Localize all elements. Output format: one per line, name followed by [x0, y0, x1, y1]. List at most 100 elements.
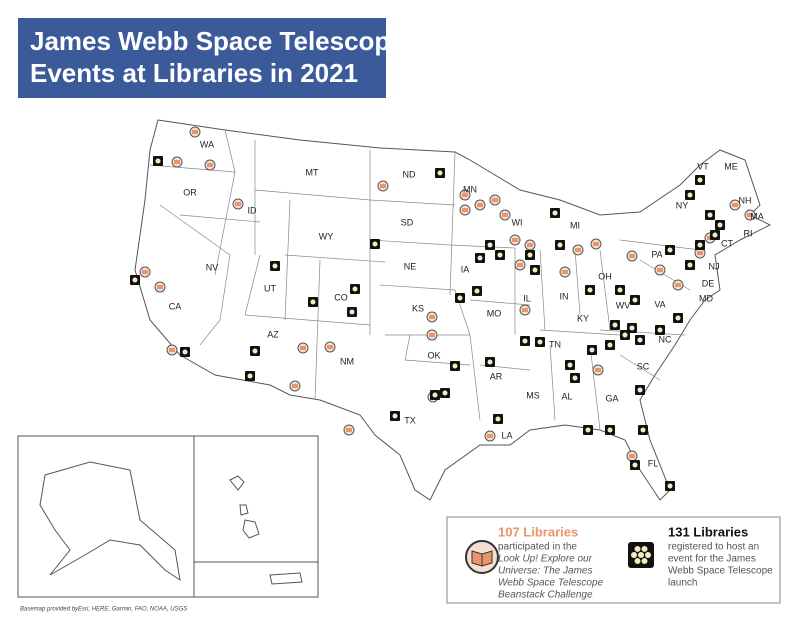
- library-event-marker: [437, 170, 443, 176]
- state-label: MS: [526, 390, 540, 400]
- library-challenge-marker: [207, 163, 213, 167]
- state-label: NM: [340, 356, 354, 366]
- library-challenge-marker: [192, 130, 198, 134]
- library-event-marker: [687, 262, 693, 268]
- legend-line: Beanstack Challenge: [498, 590, 593, 601]
- library-event-marker: [632, 297, 638, 303]
- library-challenge-marker: [595, 368, 601, 372]
- library-event-marker: [497, 252, 503, 258]
- state-label: WY: [319, 231, 334, 241]
- state-label: FL: [648, 458, 659, 468]
- library-event-marker: [557, 242, 563, 248]
- library-event-marker: [617, 287, 623, 293]
- library-challenge-marker: [300, 346, 306, 350]
- state-label: VA: [654, 299, 665, 309]
- state-label: OK: [427, 350, 440, 360]
- library-event-marker: [252, 348, 258, 354]
- library-event-marker: [707, 212, 713, 218]
- library-event-marker: [629, 325, 635, 331]
- state-labels: WA OR CA NV ID MT WY UT AZ NM CO ND SD NE KS OK TX MN IA MO…: [112, 139, 764, 593]
- library-event-marker: [442, 390, 448, 396]
- state-label: RI: [744, 228, 753, 238]
- library-challenge-marker: [502, 213, 508, 217]
- legend-box: [446, 516, 781, 604]
- library-event-marker: [612, 322, 618, 328]
- us-outline: [134, 119, 772, 501]
- state-label: KY: [577, 313, 589, 323]
- library-event-marker: [697, 177, 703, 183]
- state-label: ND: [403, 169, 416, 179]
- library-event-marker: [632, 462, 638, 468]
- library-event-marker: [697, 242, 703, 248]
- library-event-marker: [640, 427, 646, 433]
- library-event-marker: [349, 309, 355, 315]
- library-challenge-marker: [629, 454, 635, 458]
- library-event-marker: [589, 347, 595, 353]
- state-label: TX: [404, 415, 416, 425]
- library-challenge-marker: [142, 270, 148, 274]
- library-challenge-marker: [562, 270, 568, 274]
- library-event-marker: [585, 427, 591, 433]
- state-label: NV: [206, 262, 219, 272]
- library-event-marker: [522, 338, 528, 344]
- library-challenge-marker: [527, 243, 533, 247]
- state-label: WA: [200, 139, 214, 149]
- library-challenge-marker: [429, 333, 435, 337]
- library-challenge-marker: [462, 208, 468, 212]
- library-event-marker: [537, 339, 543, 345]
- library-event-marker: [155, 158, 161, 164]
- library-event-marker: [607, 427, 613, 433]
- state-label: PA: [651, 249, 662, 259]
- library-event-marker: [622, 332, 628, 338]
- library-event-marker: [675, 315, 681, 321]
- library-challenge-marker: [429, 315, 435, 319]
- library-event-marker: [587, 287, 593, 293]
- telescope-icon-dot: [638, 552, 644, 558]
- library-challenge-marker: [477, 203, 483, 207]
- library-challenge-marker: [629, 254, 635, 258]
- state-label: CA: [169, 301, 182, 311]
- library-event-marker: [637, 337, 643, 343]
- telescope-icon-dot: [634, 545, 641, 552]
- legend-title: 131 Libraries: [668, 524, 748, 539]
- library-event-marker: [474, 288, 480, 294]
- puerto-rico-shape: [269, 572, 303, 585]
- state-label: CO: [334, 292, 348, 302]
- library-event-marker: [132, 277, 138, 283]
- library-event-marker: [182, 349, 188, 355]
- state-label: WI: [512, 217, 523, 227]
- state-label: SD: [401, 217, 414, 227]
- library-challenge-marker: [380, 184, 386, 188]
- library-event-marker: [372, 241, 378, 247]
- state-label: SC: [637, 361, 650, 371]
- library-event-marker: [487, 359, 493, 365]
- library-challenge-marker: [327, 345, 333, 349]
- library-event-marker: [667, 483, 673, 489]
- state-label: MT: [306, 167, 319, 177]
- legend-line: event for the James: [668, 554, 756, 565]
- title-box: [18, 18, 386, 98]
- library-challenge-marker: [593, 242, 599, 246]
- state-label: AL: [561, 391, 572, 401]
- state-label: MI: [570, 220, 580, 230]
- library-event-marker: [495, 416, 501, 422]
- library-event-marker: [392, 413, 398, 419]
- state-label: NC: [659, 334, 672, 344]
- state-label: WV: [616, 300, 631, 310]
- library-event-marker: [552, 210, 558, 216]
- state-label: TN: [549, 339, 561, 349]
- title-line: Events at Libraries in 2021: [30, 58, 358, 88]
- legend-line: Webb Space Telescope: [498, 578, 604, 589]
- library-event-marker: [477, 255, 483, 261]
- state-label: MN: [463, 184, 477, 194]
- library-challenge-marker: [657, 268, 663, 272]
- state-label: OH: [598, 271, 612, 281]
- library-event-marker: [247, 373, 253, 379]
- state-label: MA: [750, 211, 764, 221]
- legend-title: 107 Libraries: [498, 524, 578, 539]
- library-challenge-marker: [522, 308, 528, 312]
- library-event-marker: [527, 252, 533, 258]
- library-event-marker: [717, 222, 723, 228]
- library-event-marker: [567, 362, 573, 368]
- library-event-marker: [687, 192, 693, 198]
